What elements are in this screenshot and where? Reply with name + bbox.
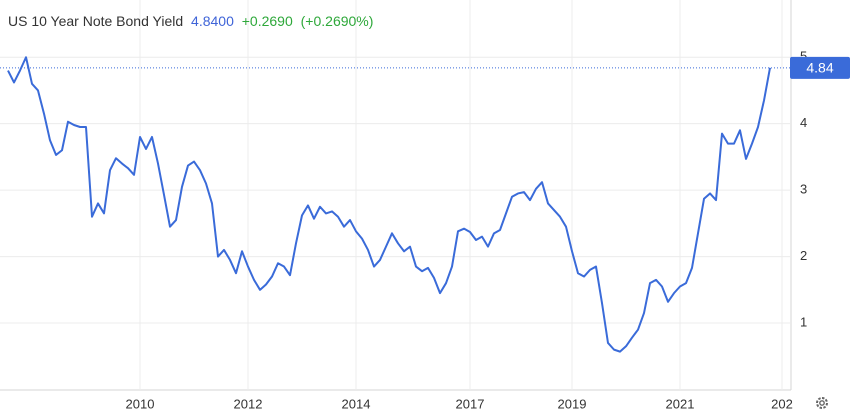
y-tick-label: 1 — [800, 314, 807, 329]
change-pct: (+0.2690%) — [300, 13, 374, 29]
title: US 10 Year Note Bond Yield — [8, 13, 184, 29]
y-tick-label: 3 — [800, 182, 807, 197]
y-tick-label: 4 — [800, 115, 807, 130]
price-tag-label: 4.84 — [806, 60, 833, 76]
x-tick-label: 2021 — [666, 396, 695, 411]
y-tick-label: 2 — [800, 248, 807, 263]
last-price: 4.8400 — [191, 13, 234, 29]
header: US 10 Year Note Bond Yield 4.8400 +0.269… — [8, 13, 377, 29]
x-tick-label: 2017 — [456, 396, 485, 411]
x-tick-label: 2019 — [558, 396, 587, 411]
line-series — [7, 56, 771, 353]
settings-icon[interactable] — [816, 397, 828, 409]
y-tick-label: 5 — [800, 49, 807, 64]
price-tag-box — [790, 56, 850, 79]
change: +0.2690 — [241, 13, 293, 29]
x-tick-label: 202 — [771, 396, 793, 411]
x-tick-label: 2010 — [126, 396, 155, 411]
x-tick-label: 2014 — [342, 396, 371, 411]
x-tick-label: 2012 — [234, 396, 263, 411]
